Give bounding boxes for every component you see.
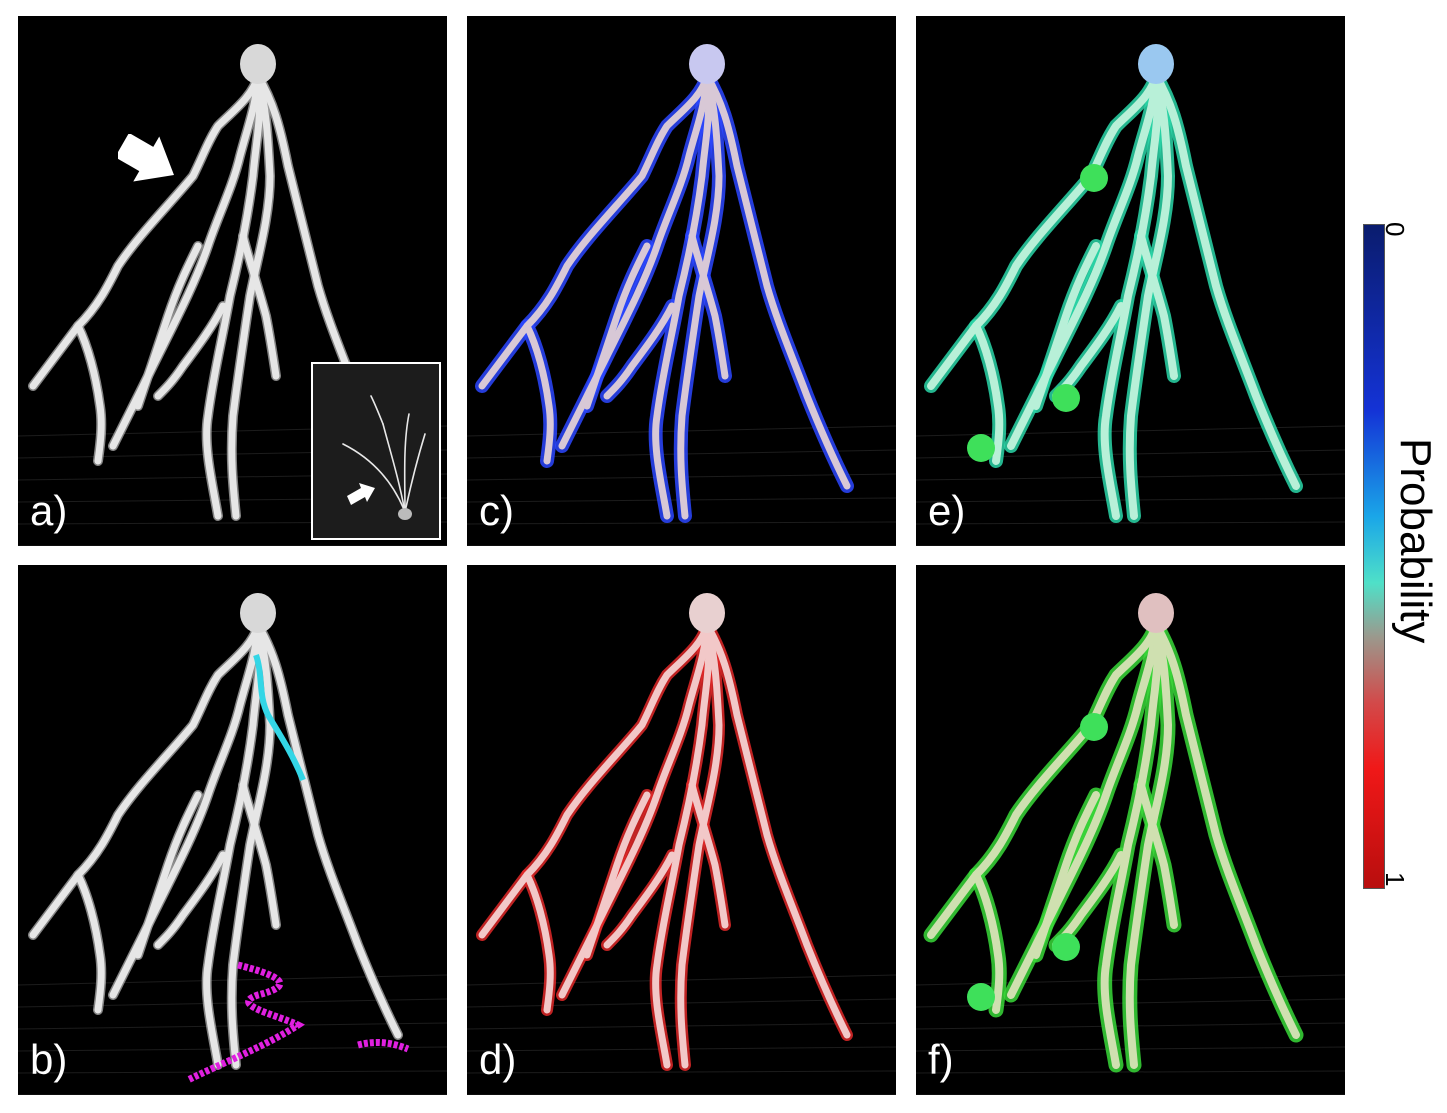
dendrite-branch <box>583 791 651 959</box>
dendrite-branch <box>134 242 202 410</box>
marker-sphere <box>1052 933 1080 961</box>
dendrite-branch <box>652 72 713 520</box>
dendrite-branch <box>29 621 262 939</box>
panel-label: a) <box>30 487 68 534</box>
dendrite-branch <box>703 621 851 1039</box>
soma <box>1138 44 1174 84</box>
dendrite-branch <box>239 232 280 380</box>
grid-line <box>916 521 1345 525</box>
dendrite-branch <box>1137 781 1178 929</box>
dendrite-branch <box>203 72 264 520</box>
dendrite-branch <box>972 322 1004 465</box>
panel-label: e) <box>928 487 966 534</box>
dendrite-branch <box>523 322 554 465</box>
dendrite-branch <box>703 72 851 490</box>
panel-c: c) <box>467 16 896 546</box>
dendrite-branch <box>1152 72 1300 490</box>
dendrite-branch <box>154 851 227 949</box>
dendrite-branch <box>1032 791 1100 959</box>
soma <box>240 44 276 84</box>
panel-b: b) <box>18 565 447 1095</box>
panel-f: f) <box>916 565 1345 1095</box>
dendrite-branch <box>29 72 262 390</box>
colorbar-title: Probability <box>1391 438 1440 644</box>
panel-label: f) <box>928 1036 954 1083</box>
dendrite-branch <box>239 781 280 929</box>
panel-d: d) <box>467 565 896 1095</box>
dendrite-branch <box>603 851 676 949</box>
grid-line <box>467 1070 896 1074</box>
panel-label: c) <box>479 487 514 534</box>
panel-label: d) <box>479 1036 517 1083</box>
dendrite-branch <box>927 621 1160 939</box>
dendrite-branch <box>583 242 651 410</box>
dendrite-branch <box>1125 621 1173 1069</box>
grid-line <box>916 1070 1345 1074</box>
dendrite-branch <box>154 302 227 400</box>
marker-sphere <box>967 983 995 1011</box>
grid-line <box>467 521 896 525</box>
arrow-icon <box>115 132 180 191</box>
neuron-render <box>18 44 447 546</box>
dendrite-branch <box>1100 72 1162 520</box>
grid-line <box>18 1070 447 1074</box>
traced-segment <box>253 654 306 782</box>
marker-sphere <box>1052 384 1080 412</box>
dendrite-branch <box>1100 621 1162 1069</box>
dendrite-branch <box>927 72 1160 390</box>
dendrite-branch <box>688 781 729 929</box>
dendrite-branch <box>1137 232 1178 380</box>
dendrite-branch <box>652 621 713 1069</box>
dendrite-branch <box>134 791 202 959</box>
dendrite-branch <box>228 72 274 520</box>
neuron-render <box>916 44 1345 546</box>
dendrite-branch <box>523 871 554 1014</box>
dendrite-branch <box>228 621 274 1069</box>
dendrite-branch <box>677 621 723 1069</box>
colorbar-tick-bottom: 1 <box>1380 872 1410 887</box>
neuron-render <box>916 593 1345 1095</box>
panel-e: e) <box>916 16 1345 546</box>
colorbar-tick-top: 0 <box>1380 222 1410 237</box>
soma <box>240 593 276 633</box>
neuron-render <box>467 593 896 1095</box>
marker-sphere <box>1080 713 1108 741</box>
dendrite-branch <box>478 72 711 390</box>
dendrite-branch <box>677 72 723 520</box>
dendrite-branch <box>972 871 1004 1014</box>
dendrite-branch <box>1032 242 1100 410</box>
dendrite-branch <box>478 621 711 939</box>
neuron-render <box>18 593 447 1095</box>
dendrite-branch <box>1152 621 1300 1039</box>
dendrite-branch <box>688 232 729 380</box>
probability-colorbar <box>1363 224 1385 889</box>
marker-sphere <box>967 434 995 462</box>
panel-label: b) <box>30 1036 68 1083</box>
soma <box>689 44 725 84</box>
neuron-render <box>467 44 896 546</box>
panel-a: a) <box>18 16 447 546</box>
inset-image <box>311 362 441 540</box>
magenta-trace <box>186 961 410 1084</box>
dendrite-branch <box>603 302 676 400</box>
dendrite-branch <box>74 871 105 1014</box>
soma <box>689 593 725 633</box>
dendrite-branch <box>203 621 264 1069</box>
dendrite-branch <box>1125 72 1173 520</box>
dendrite-branch <box>74 322 105 465</box>
marker-sphere <box>1080 164 1108 192</box>
dendrite-branch <box>254 621 402 1039</box>
soma <box>1138 593 1174 633</box>
